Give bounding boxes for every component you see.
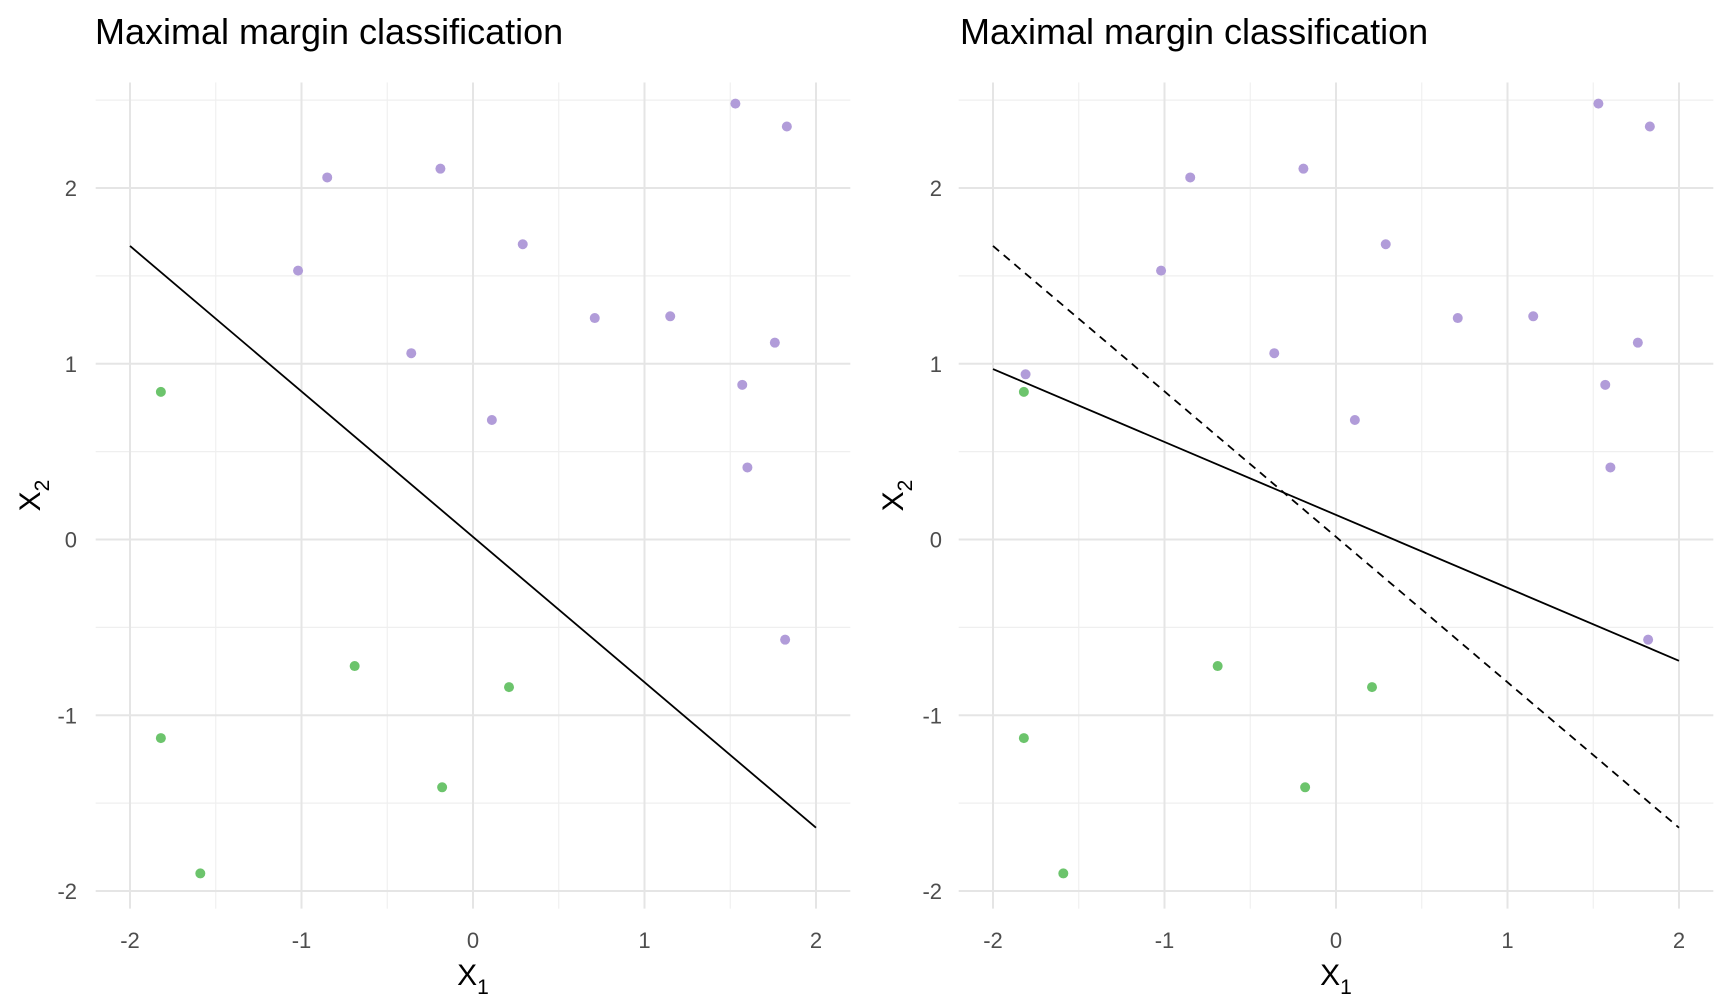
x-tick-label: -1 (292, 928, 312, 953)
data-point-class-a (1269, 348, 1280, 359)
y-tick-label: -1 (57, 703, 77, 728)
y-tick-label: -1 (922, 703, 942, 728)
data-point-class-b (437, 782, 448, 793)
x-tick-label: -2 (983, 928, 1003, 953)
x-axis-title: X1 (1320, 959, 1352, 999)
data-point-class-a (780, 634, 791, 645)
data-point-class-a (1156, 265, 1167, 276)
data-point-class-b (155, 733, 166, 744)
data-point-class-a (781, 121, 792, 132)
x-tick-label: 0 (467, 928, 479, 953)
data-point-class-b (195, 868, 206, 879)
x-tick-label: 1 (1501, 928, 1513, 953)
grid (95, 82, 851, 909)
hyperplane-line (992, 368, 1680, 662)
y-tick-label: 1 (930, 352, 942, 377)
data-point-class-a (1593, 98, 1604, 109)
data-point-class-b (1300, 782, 1311, 793)
x-tick-label: 2 (810, 928, 822, 953)
y-tick-label: 2 (65, 176, 77, 201)
dashed-hyperplane-line (992, 245, 1680, 829)
data-point-class-a (769, 337, 780, 348)
y-tick-label: 2 (930, 176, 942, 201)
data-point-class-b (504, 682, 515, 693)
y-tick-label: 1 (65, 352, 77, 377)
data-point-class-a (1605, 462, 1616, 473)
data-point-class-b (1058, 868, 1069, 879)
data-point-class-a (293, 265, 304, 276)
data-point-class-a (1380, 239, 1391, 250)
data-point-class-a (1600, 379, 1611, 390)
chart-panel-1: Maximal margin classification -2 -1 0 1 2 -2 -1… (14, 11, 851, 999)
data-point-class-a (589, 313, 600, 324)
data-point-class-a (1020, 369, 1031, 380)
y-axis-title: X2 (877, 480, 917, 512)
data-point-class-b (1018, 386, 1029, 397)
y-tick-label: 0 (65, 528, 77, 553)
chart-panel-2: Maximal margin classification -2 -1 0 1 2 -2 -1… (877, 11, 1714, 999)
grid (958, 82, 1714, 909)
y-tick-label: -2 (922, 879, 942, 904)
data-point-class-a (322, 172, 333, 183)
x-tick-label: 0 (1330, 928, 1342, 953)
y-axis-title: X2 (14, 480, 54, 512)
x-tick-label: 2 (1673, 928, 1685, 953)
x-tick-label: -1 (1155, 928, 1175, 953)
data-point-class-a (742, 462, 753, 473)
data-point-class-b (1367, 682, 1378, 693)
y-tick-label: -2 (57, 879, 77, 904)
data-point-class-a (737, 379, 748, 390)
data-point-class-a (406, 348, 417, 359)
x-axis-title: X1 (457, 959, 489, 999)
data-point-class-a (435, 163, 446, 174)
data-point-class-a (1349, 414, 1360, 425)
data-point-class-b (1018, 733, 1029, 744)
data-point-class-a (517, 239, 528, 250)
data-point-class-a (1643, 634, 1654, 645)
data-point-class-a (1632, 337, 1643, 348)
x-tick-label: 1 (638, 928, 650, 953)
data-point-class-a (730, 98, 741, 109)
data-point-class-a (665, 311, 676, 322)
data-point-class-a (1185, 172, 1196, 183)
data-point-class-b (1212, 661, 1223, 672)
data-point-class-a (1644, 121, 1655, 132)
hyperplane-line (129, 245, 817, 829)
data-point-class-a (1452, 313, 1463, 324)
data-point-class-a (1528, 311, 1539, 322)
data-point-class-a (486, 414, 497, 425)
data-point-class-b (155, 386, 166, 397)
y-tick-label: 0 (930, 528, 942, 553)
chart-title: Maximal margin classification (960, 11, 1428, 52)
data-point-class-a (1298, 163, 1309, 174)
chart-title: Maximal margin classification (95, 11, 563, 52)
data-point-class-b (349, 661, 360, 672)
x-tick-label: -2 (120, 928, 140, 953)
